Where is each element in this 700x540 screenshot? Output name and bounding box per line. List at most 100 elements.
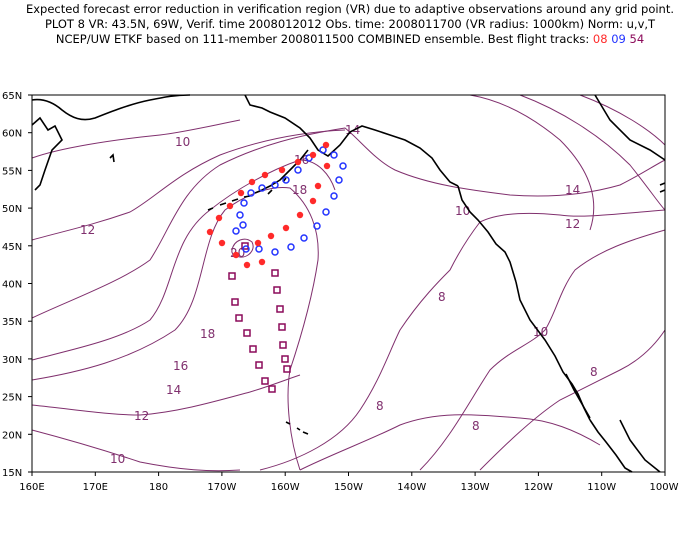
track-08-point: [232, 251, 240, 259]
lon-label: 140W: [397, 482, 426, 493]
track-08-point: [296, 211, 304, 219]
track-08-point: [309, 197, 317, 205]
contour-label: 16: [173, 359, 188, 373]
track-08-point: [282, 224, 290, 232]
track-09-point: [339, 162, 347, 170]
track-08-point: [278, 166, 286, 174]
track-09-point: [258, 184, 266, 192]
track-09-point: [313, 222, 321, 230]
track-08-point: [206, 228, 214, 236]
lon-label: 110W: [587, 482, 616, 493]
map-title-line-3: NCEP/UW ETKF based on 111-member 2008011…: [0, 32, 700, 46]
track-08-point: [309, 151, 317, 159]
lon-label: 160E: [19, 482, 44, 493]
contour-label: 8: [472, 419, 480, 433]
track-09-point: [255, 245, 263, 253]
lat-label: 55N: [2, 166, 22, 177]
track-08-point: [323, 162, 331, 170]
track-54-point: [235, 314, 243, 322]
track-54-point: [278, 323, 286, 331]
track-54-point: [276, 305, 284, 313]
contour-label: 18: [292, 183, 307, 197]
contour-label: 12: [80, 223, 95, 237]
contour-label: 12: [565, 217, 580, 231]
track-09-point: [236, 211, 244, 219]
map-title-line-2: PLOT 8 VR: 43.5N, 69W, Verif. time 20080…: [44, 17, 656, 31]
map-title-line-1: Expected forecast error reduction in ver…: [25, 2, 675, 16]
track-08-dots: [206, 141, 331, 269]
track-08-point: [226, 202, 234, 210]
track-09-point: [247, 189, 255, 197]
lat-label: 65N: [2, 91, 22, 102]
coastlines: [31, 94, 666, 473]
track-54-label: 54: [629, 32, 645, 46]
track-08-point: [237, 189, 245, 197]
track-54-point: [268, 385, 276, 393]
track-08-point: [294, 158, 302, 166]
track-54-point: [243, 329, 251, 337]
lat-ticks: [28, 94, 32, 473]
track-08-point: [215, 214, 223, 222]
lat-label: 60N: [2, 129, 22, 140]
track-09-point: [330, 192, 338, 200]
track-09-point: [322, 208, 330, 216]
lat-label: 20N: [2, 430, 22, 441]
contour-labels: 14 16 18 14 12 10 12 10 8 10 8 8 18 16 1…: [80, 123, 598, 466]
contour-label: 10: [110, 452, 125, 466]
track-09-point: [282, 176, 290, 184]
lat-label: 15N: [2, 468, 22, 479]
track-08-point: [314, 182, 322, 190]
contour-label: 10: [175, 135, 190, 149]
lon-label: 100W: [650, 482, 679, 493]
track-09-point: [287, 243, 295, 251]
track-54-point: [255, 361, 263, 369]
track-54-point: [261, 377, 269, 385]
track-09-point: [232, 227, 240, 235]
track-54-point: [249, 345, 257, 353]
track-09-point: [300, 234, 308, 242]
lon-label: 170W: [207, 482, 236, 493]
lon-label: 170E: [83, 482, 108, 493]
lon-ticks: [31, 472, 666, 476]
contour-label: 8: [438, 290, 446, 304]
lat-label: 35N: [2, 317, 22, 328]
track-09-point: [319, 146, 327, 154]
track-09-point: [242, 245, 250, 253]
track-09-point: [271, 248, 279, 256]
track-54-point: [281, 355, 289, 363]
track-08-point: [254, 239, 262, 247]
contour-label: 8: [590, 365, 598, 379]
lon-label: 150W: [334, 482, 363, 493]
track-08-label: 08: [592, 32, 608, 46]
track-08-point: [258, 258, 266, 266]
track-54-point: [228, 272, 236, 280]
lon-labels: 160E 170E 180 170W 160W 150W 140W 130W 1…: [19, 482, 678, 493]
contour-label: 14: [166, 383, 181, 397]
lat-label: 50N: [2, 204, 22, 215]
track-09-point: [271, 181, 279, 189]
track-08-point: [248, 178, 256, 186]
lat-label: 25N: [2, 393, 22, 404]
track-54-point: [273, 286, 281, 294]
contour-label: 8: [376, 399, 384, 413]
contour-label: 18: [200, 327, 215, 341]
lat-labels: 65N 60N 55N 50N 45N 40N 35N 30N 25N 20N …: [2, 91, 22, 479]
contour-label: 10: [455, 204, 470, 218]
lon-label: 120W: [524, 482, 553, 493]
track-54-point: [231, 298, 239, 306]
track-08-point: [243, 261, 251, 269]
track-54-point: [279, 341, 287, 349]
contour-label: 12: [134, 409, 149, 423]
lon-label: 160W: [271, 482, 300, 493]
track-09-point: [330, 151, 338, 159]
track-08-point: [322, 141, 330, 149]
track-08-point: [267, 232, 275, 240]
track-54-point: [271, 269, 279, 277]
track-08-point: [261, 171, 269, 179]
lat-label: 40N: [2, 280, 22, 291]
track-08-point: [218, 239, 226, 247]
track-09-point: [239, 221, 247, 229]
lat-label: 30N: [2, 355, 22, 366]
contour-lines: [31, 94, 666, 472]
